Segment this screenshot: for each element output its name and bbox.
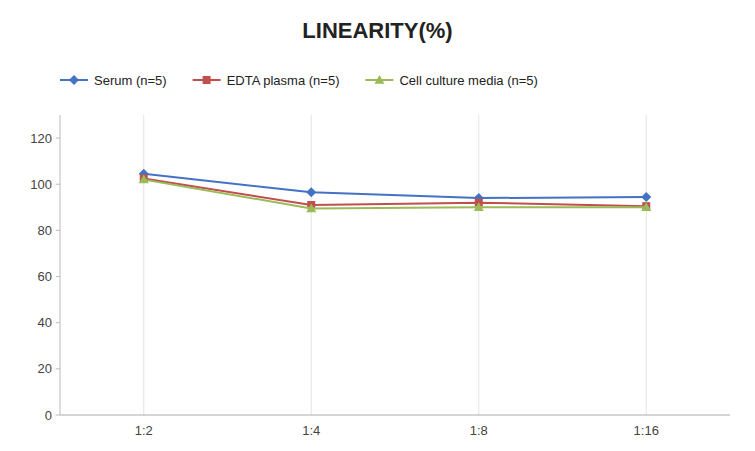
legend-item: EDTA plasma (n=5) (193, 73, 340, 88)
series-line (144, 180, 647, 209)
series-line (144, 174, 647, 198)
chart-container: LINEARITY(%) Serum (n=5) EDTA plasma (n=5)… (0, 0, 755, 451)
data-point (641, 192, 651, 202)
data-point (140, 174, 148, 182)
grid (144, 115, 647, 415)
grid-line (646, 115, 647, 415)
chart: LINEARITY(%) Serum (n=5) EDTA plasma (n=5)… (0, 0, 755, 451)
series (139, 169, 652, 203)
legend-label: Serum (n=5) (94, 73, 167, 88)
y-tick (56, 276, 60, 277)
legend-swatch-marker (374, 75, 384, 84)
legend-item: Cell culture media (n=5) (365, 73, 537, 88)
y-tick (56, 322, 60, 323)
data-point (642, 202, 650, 210)
y-tick-label: 60 (38, 269, 52, 284)
y-tick (56, 415, 60, 416)
legend-swatch-marker (203, 76, 211, 84)
x-tick-label: 1:2 (135, 423, 153, 438)
y-axis-line (60, 115, 61, 415)
title: LINEARITY(%) (302, 18, 452, 43)
y-tick-label: 100 (30, 177, 52, 192)
grid-line (311, 115, 312, 415)
legend-label: Cell culture media (n=5) (399, 73, 537, 88)
legend: Serum (n=5) EDTA plasma (n=5) Cell culture… (60, 73, 538, 88)
series (140, 174, 651, 210)
y-tick-label: 0 (45, 408, 52, 423)
legend-swatch-marker (69, 75, 79, 85)
y-tick-label: 80 (38, 223, 52, 238)
data-point (641, 202, 651, 211)
data-point (306, 187, 316, 197)
legend-label: EDTA plasma (n=5) (227, 73, 340, 88)
y-tick (56, 368, 60, 369)
data (139, 169, 652, 212)
data-point (139, 175, 149, 184)
grid-line (478, 115, 479, 415)
legend-item: Serum (n=5) (60, 73, 167, 88)
data-point (306, 203, 316, 212)
y-tick (56, 184, 60, 185)
y-tick-label: 40 (38, 315, 52, 330)
series (139, 175, 652, 213)
y-tick-label: 120 (30, 131, 52, 146)
x-axis-line (60, 415, 730, 416)
y-tick-label: 20 (38, 361, 52, 376)
axes: 0 20 40 60 80 100 120 1:2 1:4 1:8 1:16 (30, 115, 730, 438)
y-tick (56, 230, 60, 231)
grid-line (143, 115, 144, 415)
y-tick (56, 138, 60, 139)
x-tick-label: 1:4 (302, 423, 320, 438)
x-tick-label: 1:16 (634, 423, 659, 438)
x-tick-label: 1:8 (470, 423, 488, 438)
data-point (474, 202, 484, 211)
